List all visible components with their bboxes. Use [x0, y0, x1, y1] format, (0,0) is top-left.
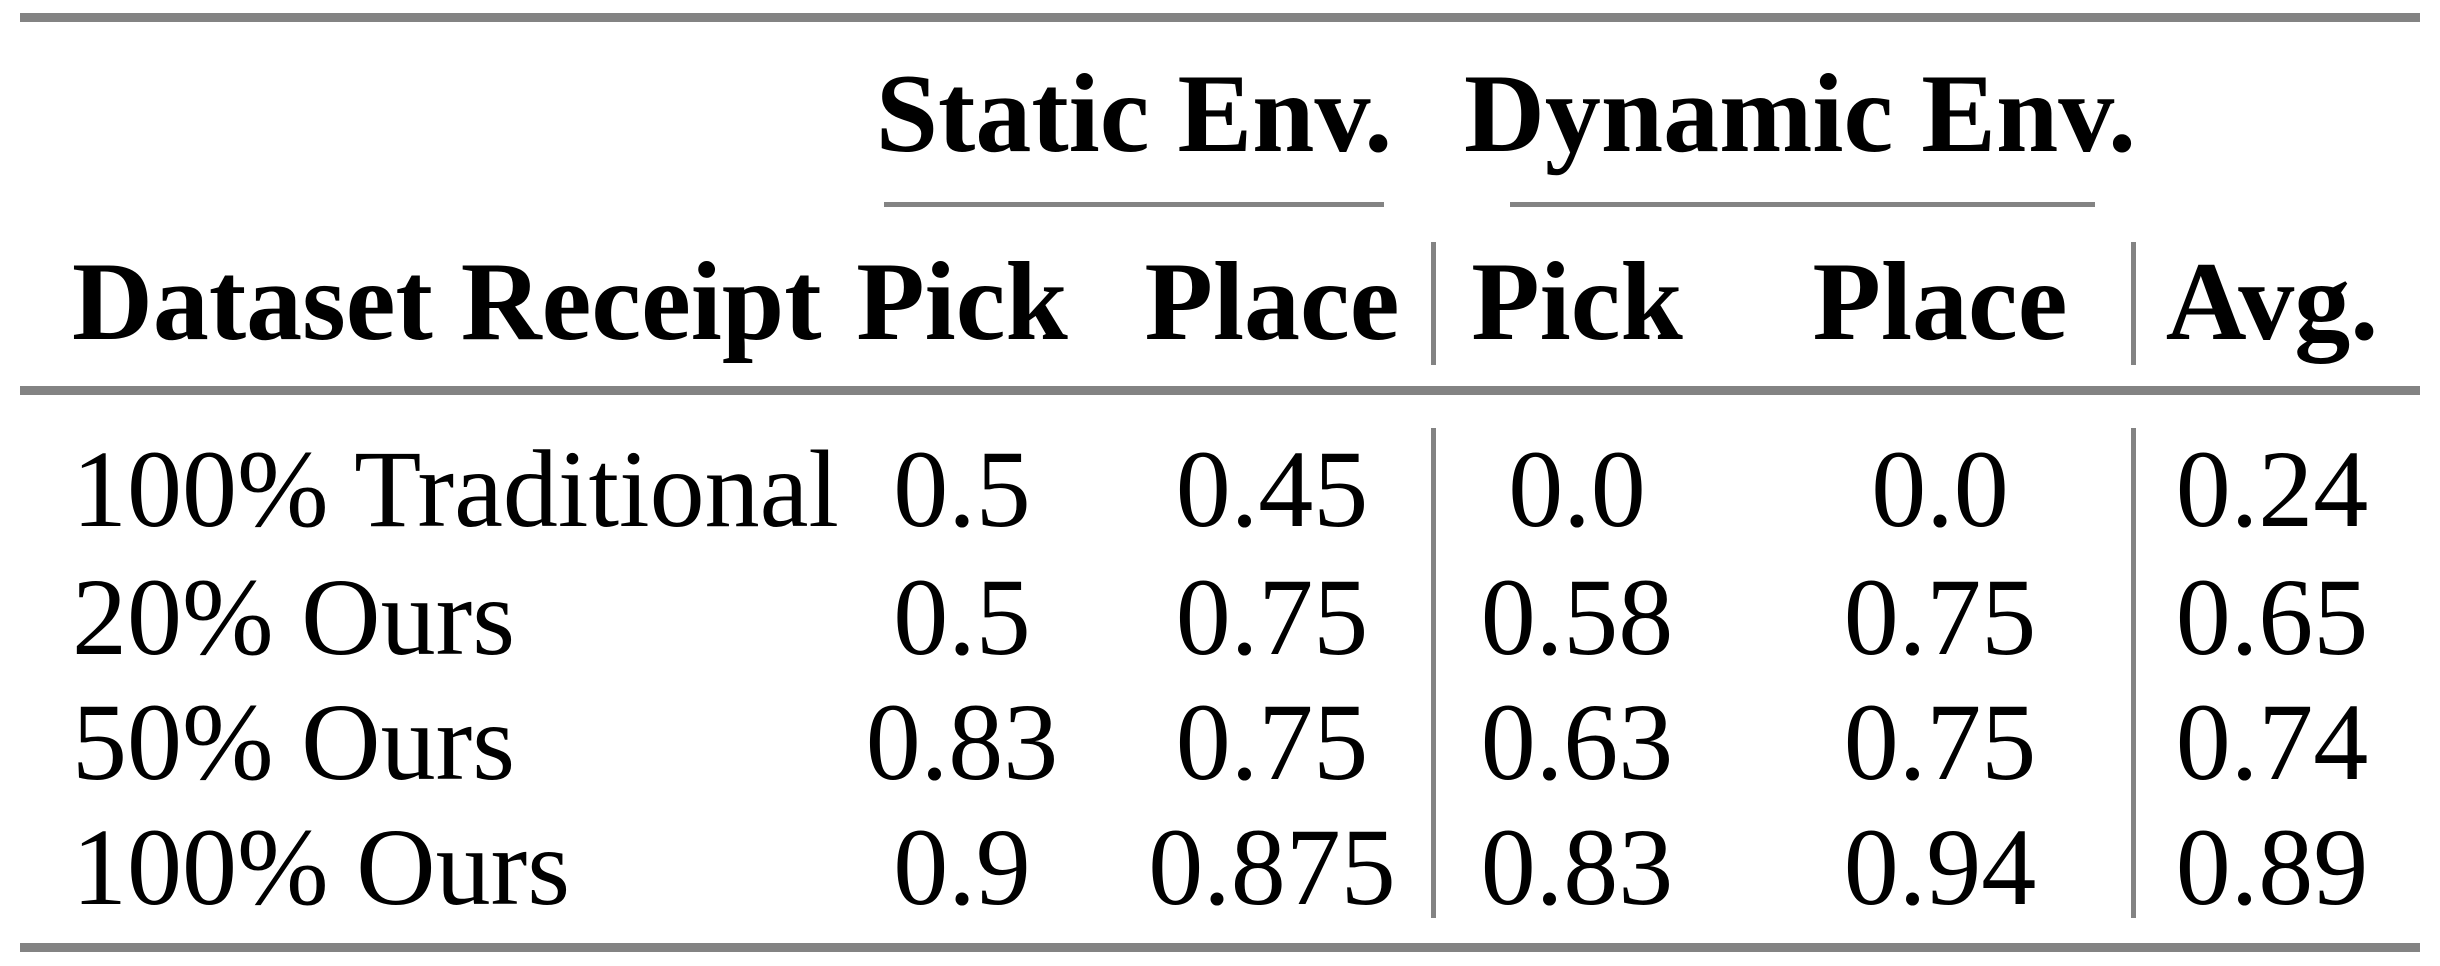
cell-value: 0.94 — [1843, 806, 2037, 928]
cell-value: 0.0 — [1871, 428, 2009, 550]
header-midrule — [20, 386, 2420, 395]
group-header-static-env: Static Env. — [875, 52, 1393, 176]
row-label: 100% Ours — [72, 806, 571, 928]
cell-value: 0.0 — [1508, 428, 1646, 550]
cell-value: 0.58 — [1480, 556, 1674, 678]
cell-value: 0.75 — [1843, 681, 2037, 803]
row-label: 100% Traditional — [72, 428, 839, 550]
vertical-rule-2-upper — [2131, 242, 2136, 365]
cell-value: 0.83 — [865, 681, 1059, 803]
cell-value: 0.45 — [1175, 428, 1369, 550]
row-label: 20% Ours — [72, 556, 516, 678]
col-header-dynamic-pick: Pick — [1471, 240, 1683, 364]
cell-value: 0.89 — [2175, 806, 2369, 928]
cell-value: 0.75 — [1175, 681, 1369, 803]
vertical-rule-1-lower — [1431, 428, 1436, 918]
col-header-dataset-receipt: Dataset Receipt — [72, 240, 822, 364]
cell-value: 0.75 — [1843, 556, 2037, 678]
col-header-static-pick: Pick — [856, 240, 1068, 364]
col-header-static-place: Place — [1144, 240, 1400, 364]
cell-value: 0.63 — [1480, 681, 1674, 803]
vertical-rule-2-lower — [2131, 428, 2136, 918]
top-rule — [20, 13, 2420, 22]
dynamic-cmidrule — [1510, 202, 2095, 207]
vertical-rule-1-upper — [1431, 242, 1436, 365]
cell-value: 0.65 — [2175, 556, 2369, 678]
cell-value: 0.9 — [893, 806, 1031, 928]
cell-value: 0.875 — [1148, 806, 1396, 928]
cell-value: 0.5 — [893, 556, 1031, 678]
cell-value: 0.75 — [1175, 556, 1369, 678]
col-header-avg: Avg. — [2165, 240, 2379, 364]
static-cmidrule — [884, 202, 1384, 207]
group-header-dynamic-env: Dynamic Env. — [1463, 52, 2137, 176]
col-header-dynamic-place: Place — [1812, 240, 2068, 364]
cell-value: 0.5 — [893, 428, 1031, 550]
row-label: 50% Ours — [72, 681, 516, 803]
cell-value: 0.83 — [1480, 806, 1674, 928]
cell-value: 0.24 — [2175, 428, 2369, 550]
bottom-rule — [20, 943, 2420, 952]
cell-value: 0.74 — [2175, 681, 2369, 803]
